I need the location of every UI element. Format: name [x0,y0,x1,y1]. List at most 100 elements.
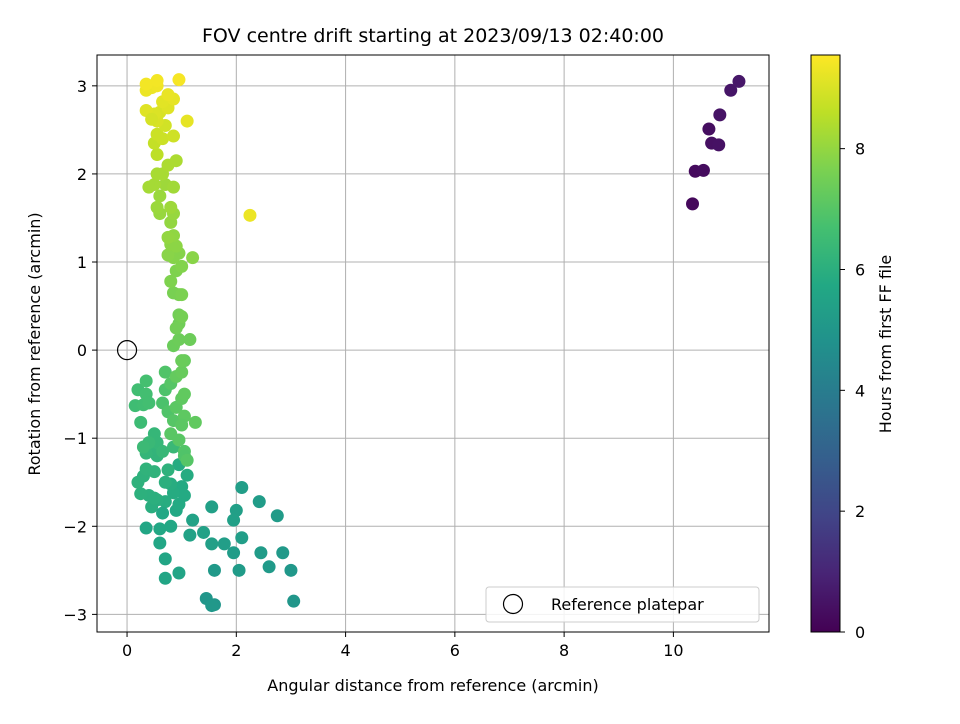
data-point [156,444,170,458]
data-point [156,506,170,520]
data-point [205,537,219,551]
data-point [183,333,197,347]
data-point [175,259,189,273]
data-point [188,415,202,429]
colorbar-tick-label: 2 [855,502,865,521]
y-tick-label: 2 [77,165,87,184]
legend: Reference platepar [485,586,760,623]
data-point [175,418,189,432]
data-point [169,239,183,253]
x-tick-label: 0 [122,641,132,660]
data-point [139,77,153,91]
data-point [172,73,186,87]
y-tick-label: −2 [63,517,87,536]
y-tick-label: −3 [63,605,87,624]
data-point [172,497,186,511]
data-point [270,509,284,523]
data-point [724,83,738,97]
data-point [158,552,172,566]
data-point [732,74,746,88]
data-point [175,365,189,379]
data-point [235,531,249,545]
data-point [186,513,200,527]
data-point [276,546,290,560]
data-point [134,487,148,501]
colorbar: 0 2 4 6 8 Hours from first FF file [810,54,895,642]
data-point [164,519,178,533]
data-point [145,112,159,126]
x-axis-label: Angular distance from reference (arcmin) [267,676,598,695]
data-point [702,122,716,136]
data-point [172,333,186,347]
data-point [183,528,197,542]
data-point [153,536,167,550]
colorbar-tick-label: 6 [855,260,865,279]
data-point [175,288,189,302]
y-axis-label: Rotation from reference (arcmin) [25,212,44,475]
data-point [153,189,167,203]
data-point [147,465,161,479]
data-point [169,154,183,168]
data-points [128,73,746,613]
data-point [169,321,183,335]
data-point [136,440,150,454]
data-point [164,200,178,214]
data-point [232,563,246,577]
data-point [227,546,241,560]
reference-marker-layer [116,340,138,361]
data-point [217,537,231,551]
legend-box [485,586,760,623]
data-point [207,563,221,577]
colorbar-ticks: 0 2 4 6 8 [840,140,865,642]
data-point [164,274,178,288]
data-point [172,433,186,447]
data-point [158,475,172,489]
data-point [180,453,194,467]
data-point [161,463,175,477]
data-point [158,365,172,379]
x-tick-label: 10 [663,641,683,660]
x-axis-ticks: 0 2 4 6 8 10 [122,632,684,660]
data-point [205,500,219,514]
data-point [284,563,298,577]
data-point [713,108,727,122]
data-point [166,180,180,194]
x-tick-label: 4 [340,641,350,660]
x-tick-label: 6 [450,641,460,660]
y-tick-label: 3 [77,77,87,96]
data-point [158,571,172,585]
chart-title: FOV centre drift starting at 2023/09/13 … [202,25,664,47]
data-point [139,521,153,535]
data-point [243,208,257,222]
plot-frame [96,54,770,633]
data-point [177,387,191,401]
colorbar-tick-label: 4 [855,381,865,400]
colorbar-tick-label: 8 [855,140,865,159]
data-point [180,114,194,128]
data-point [142,396,156,410]
data-point [150,148,164,162]
y-axis-ticks: −3 −2 −1 0 1 2 3 [63,77,97,624]
data-point [197,525,211,539]
data-point [161,230,175,244]
data-point [161,248,175,262]
data-point [252,495,266,509]
y-tick-label: −1 [63,429,87,448]
data-point [175,310,189,324]
data-point [180,468,194,482]
x-tick-label: 8 [559,641,569,660]
data-point [161,88,175,102]
data-point [156,132,170,146]
data-point [150,74,164,88]
data-point [186,251,200,265]
data-point [227,513,241,527]
data-point [205,599,219,613]
colorbar-label: Hours from first FF file [876,255,895,434]
colorbar-tick-label: 0 [855,623,865,642]
data-point [153,522,167,536]
reference-platepar-marker [116,340,138,361]
data-point [166,129,180,143]
colorbar-gradient [810,54,841,633]
data-point [150,200,164,214]
